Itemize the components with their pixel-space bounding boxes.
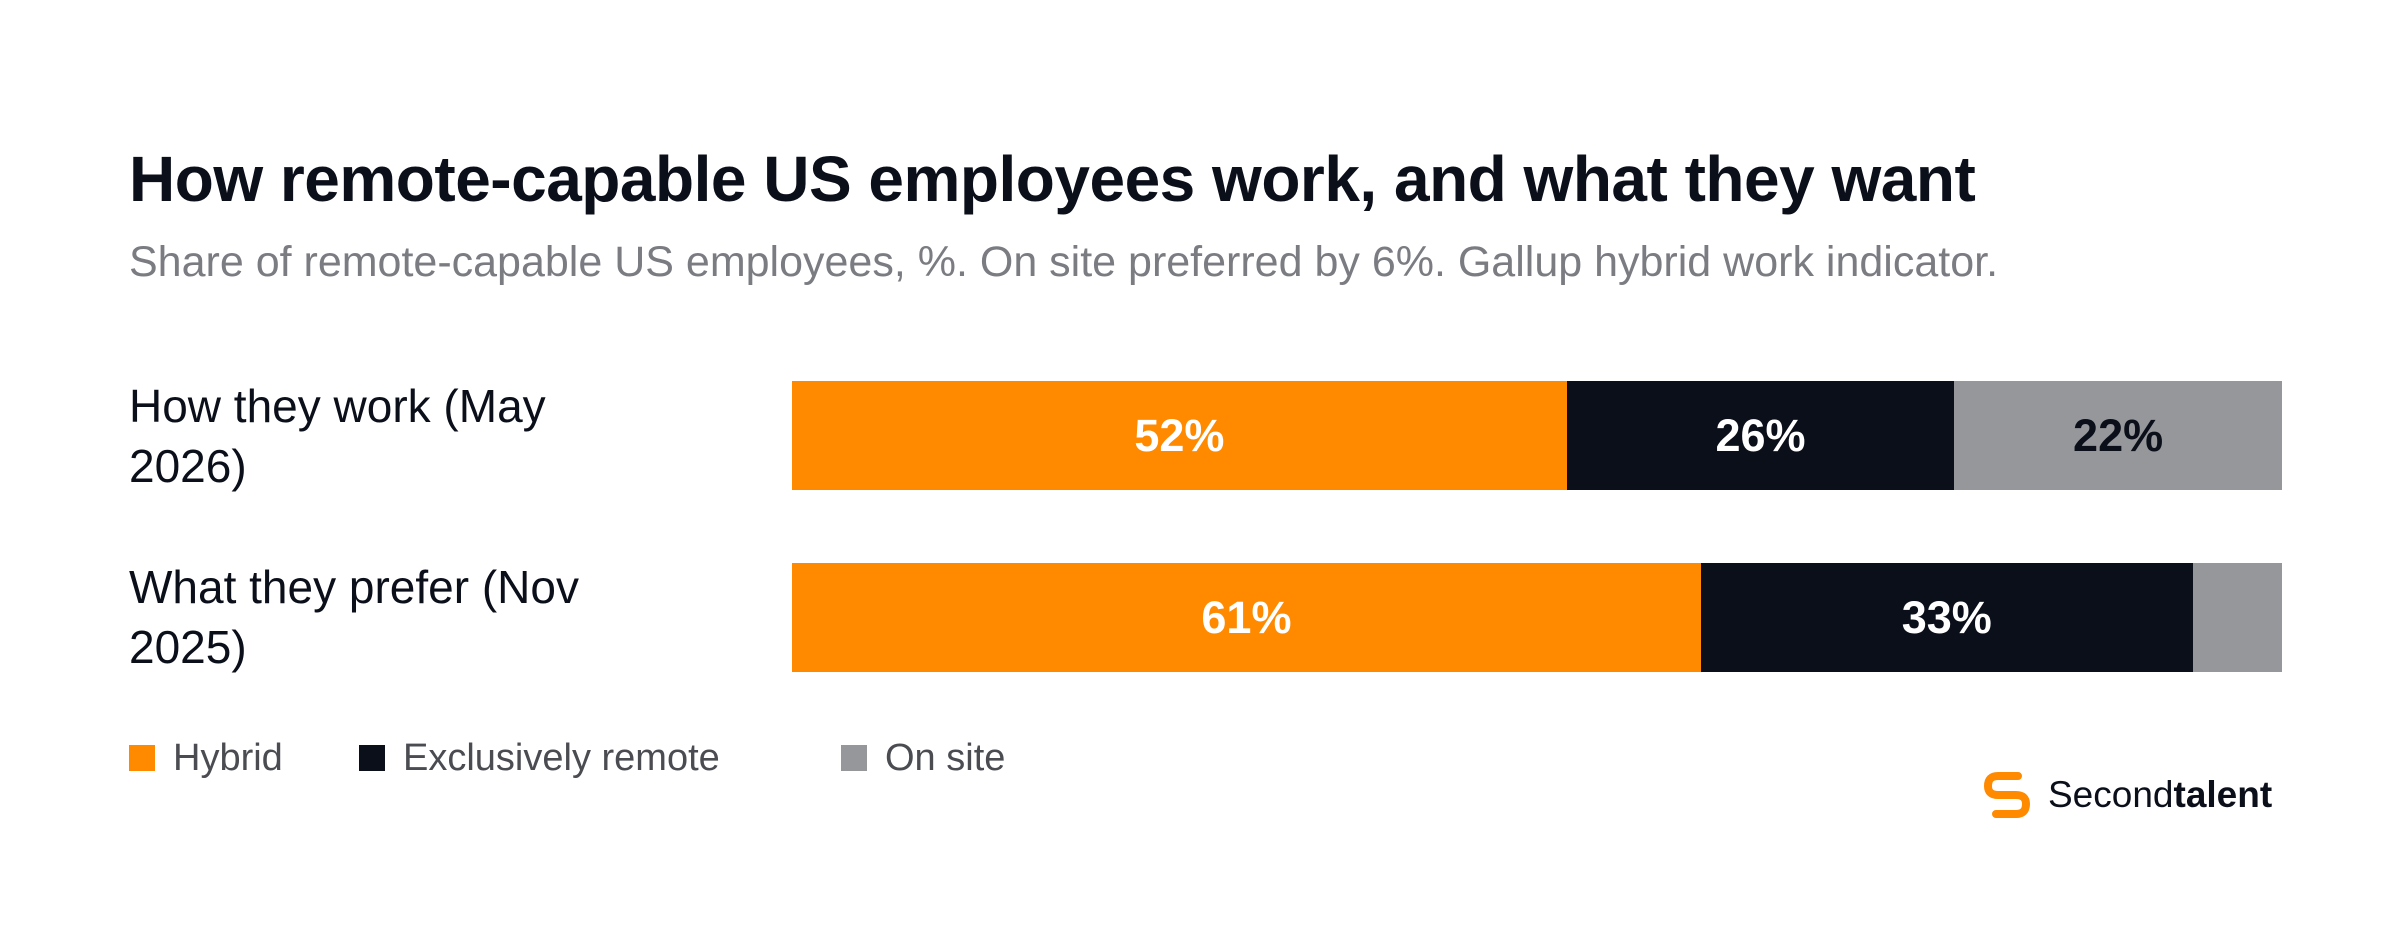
row-label: What they prefer (Nov 2025) — [129, 561, 579, 673]
stacked-bar-row: 52% 26% 22% — [792, 381, 2282, 490]
bar-segment-on-site: 22% — [1954, 381, 2282, 490]
bar-segment-on-site — [2192, 563, 2282, 672]
data-label: 61% — [1201, 591, 1292, 643]
data-label: 22% — [2073, 409, 2164, 461]
brand-name-regular: Second — [2048, 774, 2174, 815]
stacked-bar: 52% 26% 22% — [792, 381, 2282, 490]
legend-label: Exclusively remote — [403, 736, 720, 779]
legend-item-on-site: On site — [841, 736, 1006, 779]
bar-segment-hybrid: 52% — [792, 381, 1567, 490]
legend-swatch — [129, 745, 155, 771]
stacked-bar: 61% 33% — [792, 563, 2282, 672]
data-label: 26% — [1715, 409, 1806, 461]
secondtalent-logo-icon — [1984, 772, 2030, 818]
chart-subtitle: Share of remote-capable US employees, %.… — [129, 238, 1999, 286]
legend-label: Hybrid — [173, 736, 283, 779]
brand-name: Secondtalent — [2048, 774, 2272, 816]
data-label: 33% — [1901, 591, 1992, 643]
chart-title: How remote-capable US employees work, an… — [129, 143, 1976, 215]
legend-swatch — [359, 745, 385, 771]
legend-item-exclusively-remote: Exclusively remote — [359, 736, 720, 779]
legend-swatch — [841, 745, 867, 771]
brand-name-bold: talent — [2173, 774, 2273, 815]
legend-label: On site — [885, 736, 1006, 779]
row-label: How they work (May 2026) — [129, 380, 546, 492]
bar-segment-exclusively-remote: 33% — [1700, 563, 2193, 672]
bar-segment-hybrid: 61% — [792, 563, 1701, 672]
bar-segment-exclusively-remote: 26% — [1566, 381, 1955, 490]
legend-item-hybrid: Hybrid — [129, 736, 283, 779]
stacked-bar-row: 61% 33% — [792, 563, 2282, 672]
legend: Hybrid Exclusively remote On site — [129, 736, 1129, 779]
brand-logo: Secondtalent — [1980, 765, 2272, 825]
data-label: 52% — [1134, 409, 1225, 461]
